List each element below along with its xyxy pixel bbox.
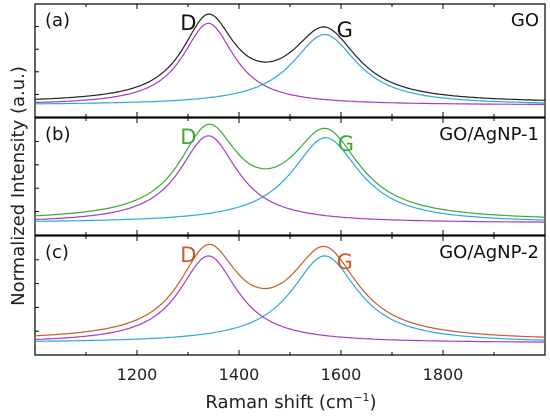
g-peak-label: G — [338, 132, 354, 156]
panels-group: (a) GO D G (b) GO/AgNP-1 D G (c) GO/AgNP-2 D G — [34, 3, 546, 356]
sum-spectrum-line — [34, 243, 546, 338]
d-band-fit-line — [34, 22, 545, 105]
panel-label: (a) — [45, 10, 70, 31]
g-peak-label: G — [337, 18, 353, 42]
panel-label: (c) — [45, 242, 69, 263]
g-band-fit-line — [35, 33, 545, 105]
x-axis: 1200 1400 1600 1800 — [117, 365, 464, 384]
panel-2: (b) GO/AgNP-1 D G — [34, 117, 546, 236]
x-tick-label: 1600 — [321, 365, 362, 384]
g-band-fit-line — [35, 255, 545, 342]
sample-label: GO — [511, 10, 539, 31]
sample-label: GO/AgNP-2 — [439, 242, 539, 263]
d-band-fit-line — [34, 255, 546, 343]
x-tick-label: 1400 — [219, 365, 260, 384]
panel-1: (a) GO D G — [34, 3, 546, 118]
x-tick-label: 1200 — [117, 365, 158, 384]
y-axis-title: Normalized Intensity (a.u.) — [8, 66, 29, 306]
g-peak-label: G — [337, 250, 353, 274]
d-peak-label: D — [180, 243, 196, 267]
d-peak-label: D — [180, 125, 196, 149]
sum-spectrum-line — [34, 13, 545, 101]
sum-spectrum-line — [34, 123, 546, 218]
x-axis-title-main: Raman shift (cm — [205, 392, 353, 413]
x-axis-title: Raman shift (cm−1) — [205, 391, 376, 413]
g-band-fit-line — [35, 137, 546, 222]
sample-label: GO/AgNP-1 — [439, 124, 539, 145]
x-axis-title-unit-exponent: −1 — [353, 391, 369, 404]
panel-3: (c) GO/AgNP-2 D G — [34, 235, 546, 356]
d-peak-label: D — [180, 11, 196, 35]
panel-label: (b) — [45, 124, 70, 145]
x-axis-title-close: ) — [370, 392, 377, 413]
d-band-fit-line — [34, 135, 545, 223]
x-tick-label: 1800 — [423, 365, 464, 384]
